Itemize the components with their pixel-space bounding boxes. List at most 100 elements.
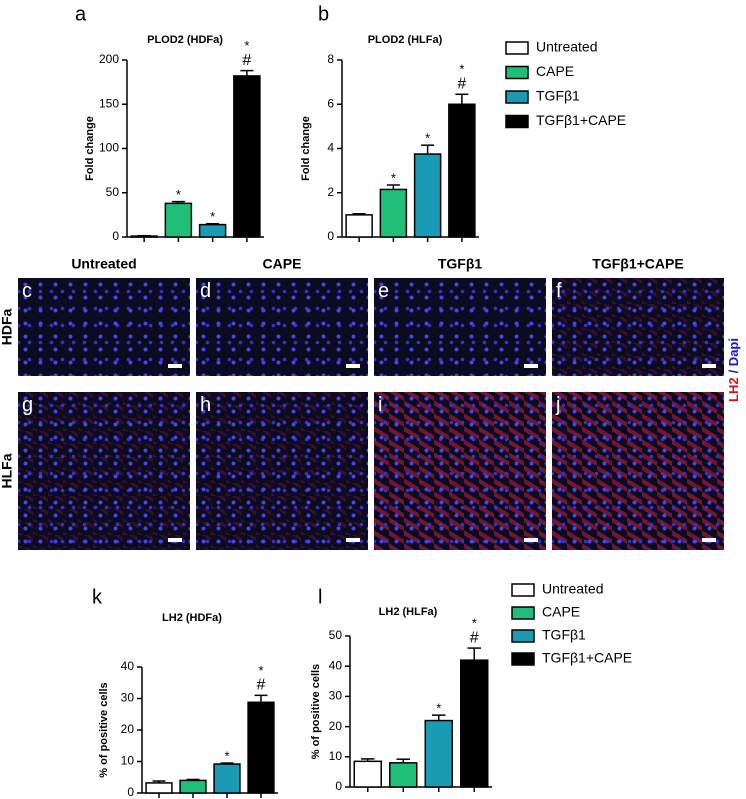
significance-star: * <box>258 663 263 678</box>
stain-label: LH2 / Dapi <box>726 338 741 402</box>
significance-star: * <box>224 749 229 764</box>
column-header: TGFβ1+CAPE <box>592 256 683 272</box>
y-tick-label: 40 <box>329 658 343 672</box>
y-tick-label: 8 <box>327 52 334 66</box>
y-tick-label: 30 <box>121 691 135 705</box>
y-tick-label: 2 <box>327 185 334 199</box>
legend-label: CAPE <box>536 63 574 79</box>
legend-swatch <box>505 41 529 55</box>
significance-star: * <box>391 170 396 185</box>
significance-star: * <box>459 62 464 77</box>
significance-star: * <box>436 701 441 716</box>
y-tick-label: 0 <box>327 229 334 243</box>
y-tick-label: 100 <box>99 141 119 155</box>
bar <box>130 235 158 238</box>
legend-label: Untreated <box>536 39 597 55</box>
y-tick-label: 50 <box>106 185 120 199</box>
significance-star: * <box>176 187 181 202</box>
bar <box>247 701 275 794</box>
micrograph: d <box>196 278 368 376</box>
y-axis-label: % of positive cells <box>310 664 322 759</box>
bar <box>345 214 373 238</box>
panel-letter: c <box>22 280 32 302</box>
y-axis-label: Fold change <box>84 116 96 181</box>
stain-blue: / Dapi <box>726 338 741 373</box>
y-tick-label: 30 <box>329 689 343 703</box>
scale-bar <box>524 364 538 368</box>
y-tick-label: 4 <box>327 141 334 155</box>
bar <box>179 779 207 794</box>
legend-label: Untreated <box>542 581 603 597</box>
column-header: CAPE <box>263 256 302 272</box>
y-tick-label: 0 <box>335 779 342 793</box>
significance-hash: # <box>457 76 466 93</box>
row-label: HDFa <box>0 309 15 346</box>
row-label: HLFa <box>0 453 15 488</box>
scale-bar <box>346 538 360 542</box>
legend-label: TGFβ1 <box>542 627 586 643</box>
scale-bar <box>524 538 538 542</box>
bar <box>213 763 241 794</box>
y-tick-label: 150 <box>99 96 119 110</box>
y-tick-label: 0 <box>112 229 119 243</box>
micrograph: g <box>18 392 190 550</box>
panel-letter: f <box>556 280 562 302</box>
panel-letter: g <box>22 394 34 416</box>
bar <box>145 782 173 794</box>
bar <box>164 202 193 238</box>
scale-bar <box>346 364 360 368</box>
scale-bar <box>168 364 182 368</box>
bar <box>413 153 442 238</box>
scale-bar <box>168 538 182 542</box>
chart-title: LH2 (HDFa) <box>162 612 222 624</box>
panel-letter: j <box>556 394 561 416</box>
panel-letter: b <box>318 3 329 25</box>
micrograph: e <box>374 278 546 376</box>
y-tick-label: 200 <box>99 52 119 66</box>
panel-letter: k <box>92 586 103 608</box>
chart-title: LH2 (HLFa) <box>379 606 438 618</box>
significance-star: * <box>472 616 477 631</box>
stain-red: LH2 <box>726 377 741 402</box>
significance-star: * <box>210 209 215 224</box>
legend-label: CAPE <box>542 604 580 620</box>
panel-letter: h <box>200 394 212 416</box>
bar <box>353 760 382 788</box>
micrograph: j <box>552 392 724 550</box>
scale-bar <box>702 364 716 368</box>
bar <box>389 762 418 788</box>
significance-hash: # <box>257 677 266 694</box>
column-header: Untreated <box>71 256 136 272</box>
significance-hash: # <box>470 629 479 646</box>
significance-star: * <box>244 38 249 53</box>
micrograph: h <box>196 392 368 550</box>
y-tick-label: 40 <box>121 659 135 673</box>
legend-swatch <box>505 90 529 104</box>
y-tick-label: 20 <box>329 719 343 733</box>
micrograph: f <box>552 278 724 376</box>
bar <box>424 719 453 788</box>
legend-label: TGFβ1 <box>536 88 580 104</box>
legend-swatch <box>511 583 535 597</box>
significance-star: * <box>425 131 430 146</box>
significance-hash: # <box>242 52 251 69</box>
panel-letter: l <box>318 586 322 608</box>
chart-title: PLOD2 (HLFa) <box>368 34 443 46</box>
y-tick-label: 50 <box>329 628 343 642</box>
chart-title: PLOD2 (HDFa) <box>147 34 223 46</box>
column-header: TGFβ1 <box>438 256 483 272</box>
panel-letter: a <box>75 3 87 25</box>
bar <box>448 103 476 238</box>
bar <box>198 223 227 238</box>
legend-swatch <box>511 606 535 620</box>
y-axis-label: % of positive cells <box>98 682 110 777</box>
bar <box>233 75 261 238</box>
bar <box>460 659 489 788</box>
scale-bar <box>702 538 716 542</box>
panel-letter: i <box>378 394 383 416</box>
bar <box>379 188 408 238</box>
legend-label: TGFβ1+CAPE <box>536 112 626 128</box>
legend-label: TGFβ1+CAPE <box>542 650 632 666</box>
